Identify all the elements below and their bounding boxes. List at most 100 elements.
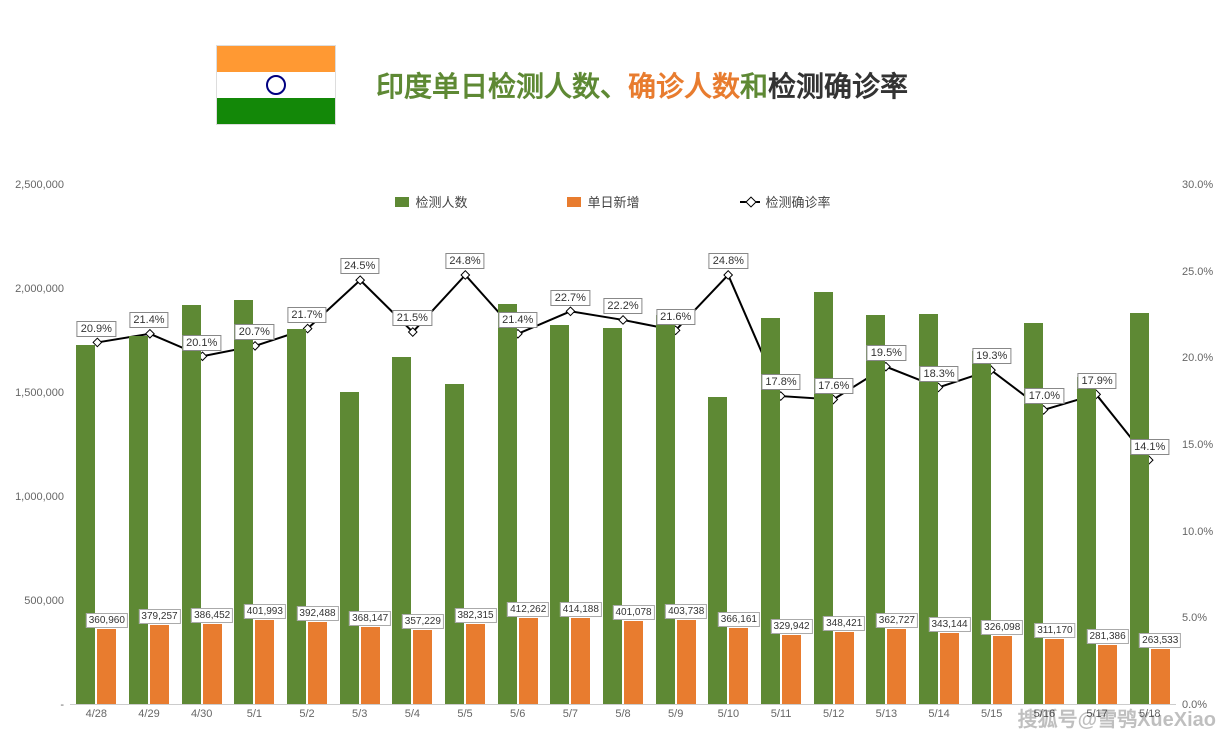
y-left-tick: - xyxy=(60,699,64,711)
tests-bar xyxy=(866,315,885,704)
cases-bar xyxy=(97,629,116,704)
cases-value-label: 392,488 xyxy=(296,606,338,621)
rate-value-label: 17.9% xyxy=(1077,373,1116,389)
x-tick: 4/30 xyxy=(191,708,212,720)
cases-bar xyxy=(571,618,590,704)
cases-bar xyxy=(150,625,169,704)
cases-value-label: 403,738 xyxy=(665,604,707,619)
cases-bar xyxy=(361,627,380,704)
tests-bar xyxy=(76,345,95,704)
cases-value-label: 412,262 xyxy=(507,602,549,617)
tests-bar xyxy=(340,392,359,704)
cases-value-label: 401,993 xyxy=(244,604,286,619)
x-tick: 5/6 xyxy=(510,708,525,720)
y-left-tick: 1,000,000 xyxy=(15,491,64,503)
x-tick: 4/28 xyxy=(86,708,107,720)
tests-bar xyxy=(814,292,833,704)
tests-bar xyxy=(550,325,569,704)
x-tick: 5/14 xyxy=(928,708,949,720)
tests-bar xyxy=(234,300,253,704)
x-tick: 5/7 xyxy=(563,708,578,720)
y-right-tick: 30.0% xyxy=(1182,179,1213,191)
cases-value-label: 366,161 xyxy=(718,612,760,627)
cases-bar xyxy=(624,621,643,704)
rate-value-label: 19.3% xyxy=(972,348,1011,364)
cases-value-label: 343,144 xyxy=(928,617,970,632)
tests-bar xyxy=(1024,323,1043,704)
cases-bar xyxy=(255,620,274,704)
tests-bar xyxy=(129,336,148,704)
tests-bar xyxy=(182,305,201,704)
rate-value-label: 24.5% xyxy=(340,258,379,274)
cases-bar xyxy=(782,635,801,704)
x-tick: 5/11 xyxy=(771,708,792,720)
y-right-tick: 25.0% xyxy=(1182,266,1213,278)
cases-value-label: 281,386 xyxy=(1086,629,1128,644)
x-tick: 5/15 xyxy=(981,708,1002,720)
title-part4: 检测确诊率 xyxy=(768,71,908,102)
x-tick: 5/1 xyxy=(247,708,262,720)
tests-bar xyxy=(656,315,675,704)
cases-bar xyxy=(1151,649,1170,704)
cases-bar xyxy=(1098,645,1117,704)
rate-value-label: 17.8% xyxy=(761,374,800,390)
cases-bar xyxy=(466,624,485,704)
title-part3: 和 xyxy=(740,71,768,102)
cases-bar xyxy=(203,624,222,704)
cases-value-label: 357,229 xyxy=(402,614,444,629)
cases-bar xyxy=(413,630,432,704)
y-right-tick: 20.0% xyxy=(1182,352,1213,364)
x-tick: 5/10 xyxy=(718,708,739,720)
cases-value-label: 311,170 xyxy=(1034,623,1075,638)
cases-bar xyxy=(887,629,906,704)
y-right-tick: 5.0% xyxy=(1182,612,1207,624)
cases-value-label: 368,147 xyxy=(349,611,391,626)
x-tick: 5/12 xyxy=(823,708,844,720)
cases-bar xyxy=(940,633,959,704)
title-part2: 确诊人数 xyxy=(628,71,740,102)
x-tick: 5/8 xyxy=(615,708,630,720)
cases-value-label: 362,727 xyxy=(876,613,918,628)
rate-value-label: 17.0% xyxy=(1025,388,1064,404)
cases-bar xyxy=(835,632,854,704)
rate-value-label: 24.8% xyxy=(445,253,484,269)
rate-value-label: 24.8% xyxy=(709,253,748,269)
y-right-tick: 10.0% xyxy=(1182,526,1213,538)
x-tick: 5/5 xyxy=(457,708,472,720)
y-left-tick: 2,000,000 xyxy=(15,283,64,295)
chart-title: 印度单日检测人数、确诊人数和检测确诊率 xyxy=(376,65,908,105)
cases-value-label: 263,533 xyxy=(1139,633,1181,648)
rate-value-label: 22.7% xyxy=(551,290,590,306)
cases-value-label: 348,421 xyxy=(823,616,865,631)
cases-value-label: 360,960 xyxy=(86,613,128,628)
cases-value-label: 326,098 xyxy=(981,620,1023,635)
cases-bar xyxy=(519,618,538,704)
y-right-tick: 15.0% xyxy=(1182,439,1213,451)
tests-bar xyxy=(708,397,727,704)
cases-value-label: 382,315 xyxy=(454,608,496,623)
x-tick: 5/2 xyxy=(299,708,314,720)
cases-value-label: 329,942 xyxy=(770,619,812,634)
y-left-tick: 1,500,000 xyxy=(15,387,64,399)
tests-bar xyxy=(445,384,464,704)
india-flag-icon xyxy=(216,45,336,125)
y-left-tick: 2,500,000 xyxy=(15,179,64,191)
cases-bar xyxy=(677,620,696,704)
tests-bar xyxy=(603,328,622,704)
tests-bar xyxy=(1077,377,1096,704)
cases-bar xyxy=(308,622,327,704)
rate-value-label: 20.9% xyxy=(77,321,116,337)
chart-area: -500,0001,000,0001,500,0002,000,0002,500… xyxy=(70,185,1176,720)
tests-bar xyxy=(392,357,411,704)
rate-value-label: 20.7% xyxy=(235,324,274,340)
cases-bar xyxy=(993,636,1012,704)
rate-value-label: 18.3% xyxy=(919,366,958,382)
watermark: 搜狐号@雪鸮XueXiao xyxy=(1018,703,1216,732)
cases-value-label: 414,188 xyxy=(560,602,602,617)
rate-value-label: 21.7% xyxy=(287,307,326,323)
tests-bar xyxy=(287,329,306,704)
rate-value-label: 22.2% xyxy=(603,298,642,314)
rate-value-label: 21.6% xyxy=(656,309,695,325)
x-tick: 5/9 xyxy=(668,708,683,720)
x-tick: 4/29 xyxy=(138,708,159,720)
